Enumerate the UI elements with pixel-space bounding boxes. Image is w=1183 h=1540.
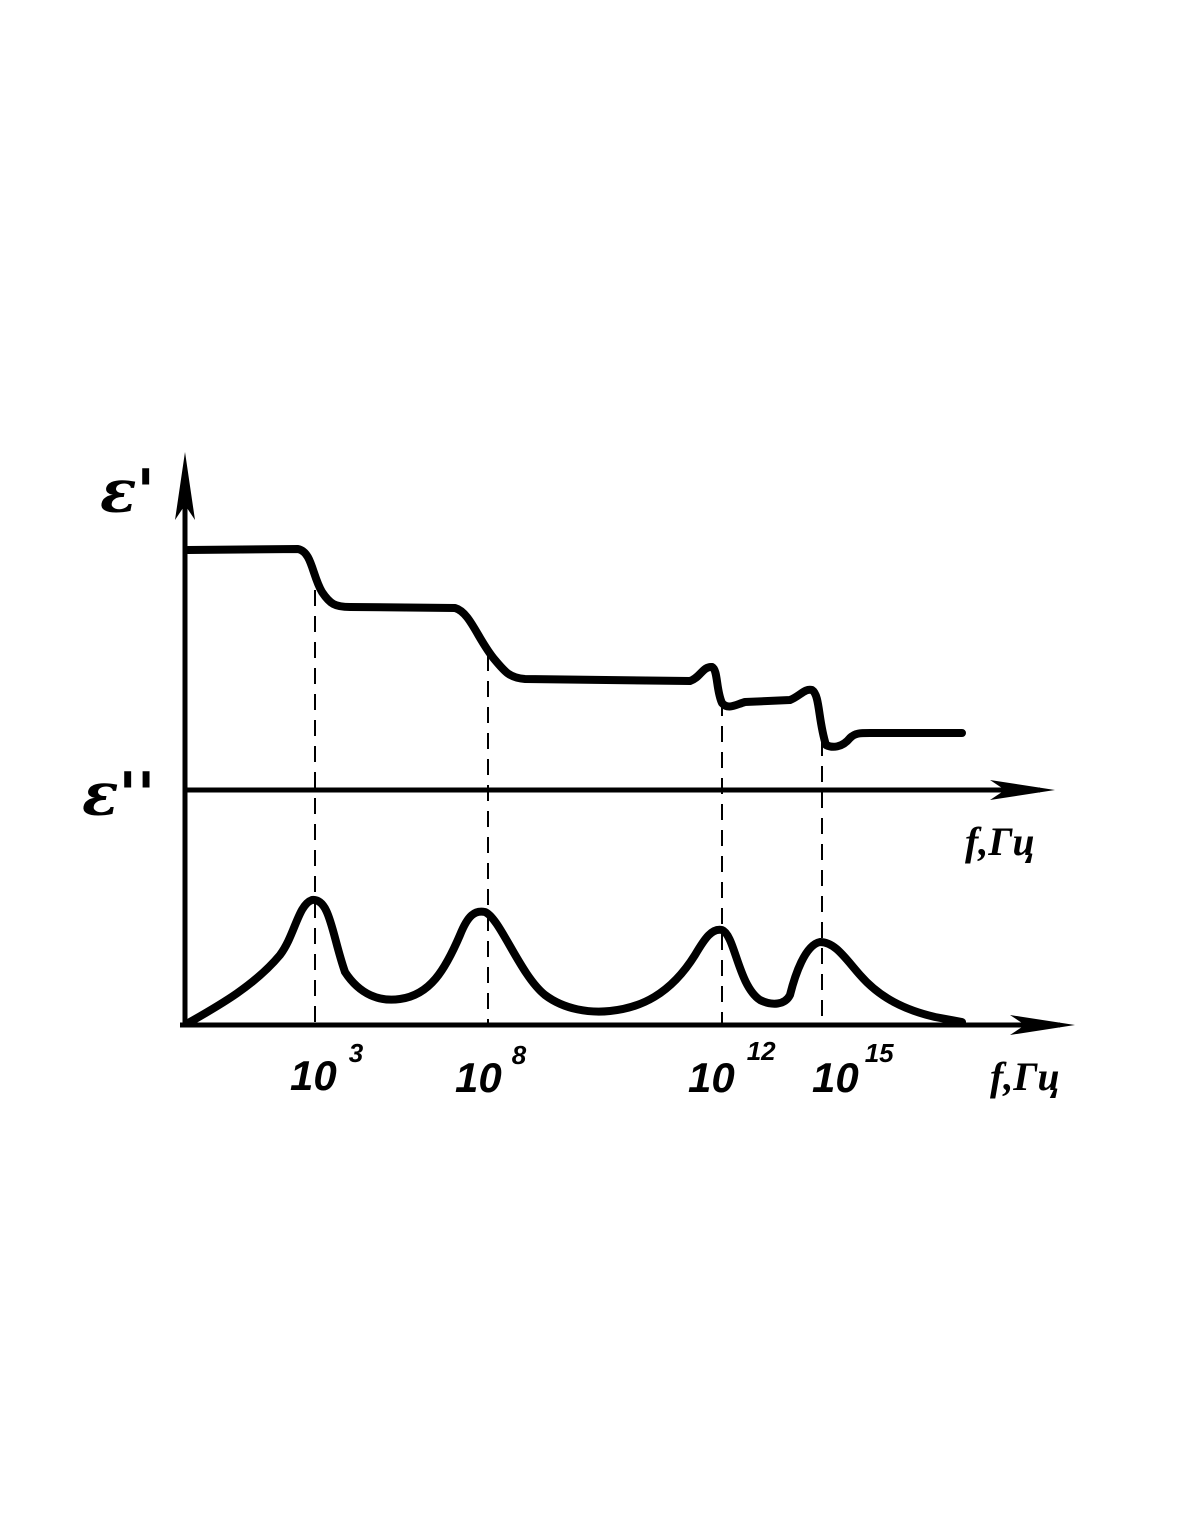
axes xyxy=(180,470,1060,1028)
tick-exponent: 15 xyxy=(865,1038,894,1068)
lower-y-label: ε'' xyxy=(82,760,155,830)
arrows xyxy=(175,452,1075,1035)
tick-label: 10 8 xyxy=(455,1040,527,1101)
tick-labels: 10 3 10 8 1012 1015 xyxy=(290,1036,894,1101)
tick-label: 10 12 xyxy=(688,1036,776,1101)
tick-base: 10 xyxy=(812,1054,859,1101)
tick-exponent: 8 xyxy=(512,1040,527,1070)
tick-label: 1015 xyxy=(812,1038,894,1101)
arrow-upper-right xyxy=(990,780,1055,800)
tick-label: 10 3 xyxy=(290,1038,364,1099)
tick-base: 10 xyxy=(290,1052,337,1099)
epsilon-prime-curve xyxy=(184,545,966,751)
lower-x-label: f,Гц xyxy=(990,1054,1060,1099)
tick-exponent: 12 xyxy=(747,1036,776,1066)
upper-x-label: f,Гц xyxy=(965,819,1035,864)
arrow-lower-right xyxy=(1010,1015,1075,1035)
tick-base: 10 xyxy=(688,1054,735,1101)
tick-exponent: 3 xyxy=(349,1038,364,1068)
upper-y-label: ε' xyxy=(100,457,155,527)
epsilon-double-prime-curve xyxy=(186,896,966,1026)
arrow-up xyxy=(175,452,195,520)
curves xyxy=(184,545,966,1026)
guides xyxy=(314,590,823,1025)
tick-base: 10 xyxy=(455,1054,502,1101)
